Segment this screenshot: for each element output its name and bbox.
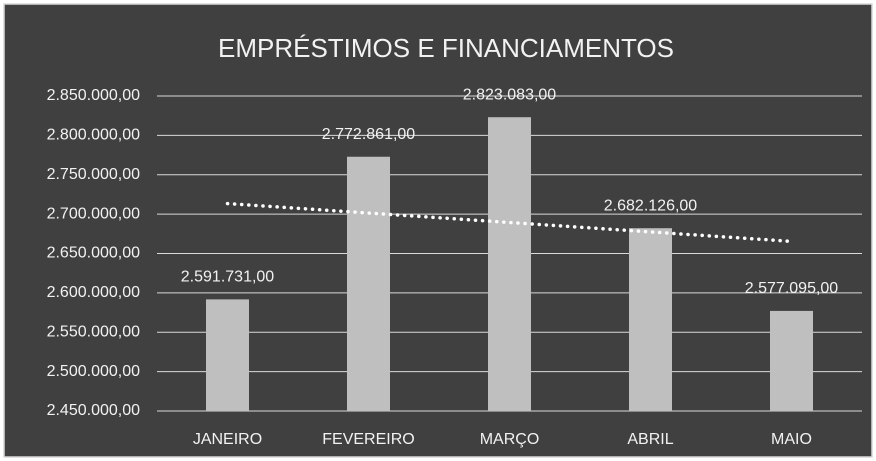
y-tick-label: 2.650.000,00 [47,245,141,262]
y-tick-label: 2.750.000,00 [47,166,141,183]
y-tick-label: 2.800.000,00 [47,127,141,144]
chart-title: EMPRÉSTIMOS E FINANCIAMENTOS [218,33,674,63]
data-label: 2.823.083,00 [463,86,557,103]
x-tick-label: MAIO [771,431,812,448]
y-tick-label: 2.500.000,00 [47,363,141,380]
bar [488,117,531,411]
y-tick-label: 2.450.000,00 [47,402,141,419]
bar [206,299,249,411]
x-tick-label: JANEIRO [193,431,262,448]
data-label: 2.772.861,00 [322,126,416,143]
data-label: 2.577.095,00 [745,280,839,297]
y-tick-label: 2.550.000,00 [47,323,141,340]
bar [770,310,813,411]
trendline [225,201,794,244]
x-tick-label: FEVEREIRO [322,431,414,448]
y-tick-label: 2.850.000,00 [47,87,141,104]
data-label: 2.682.126,00 [604,197,698,214]
x-tick-label: MARÇO [480,431,540,448]
chart-background [3,3,873,458]
bar [347,156,390,411]
y-tick-label: 2.700.000,00 [47,205,141,222]
x-tick-label: ABRIL [627,431,673,448]
y-tick-label: 2.600.000,00 [47,284,141,301]
data-label: 2.591.731,00 [181,269,275,286]
bar [629,228,672,411]
